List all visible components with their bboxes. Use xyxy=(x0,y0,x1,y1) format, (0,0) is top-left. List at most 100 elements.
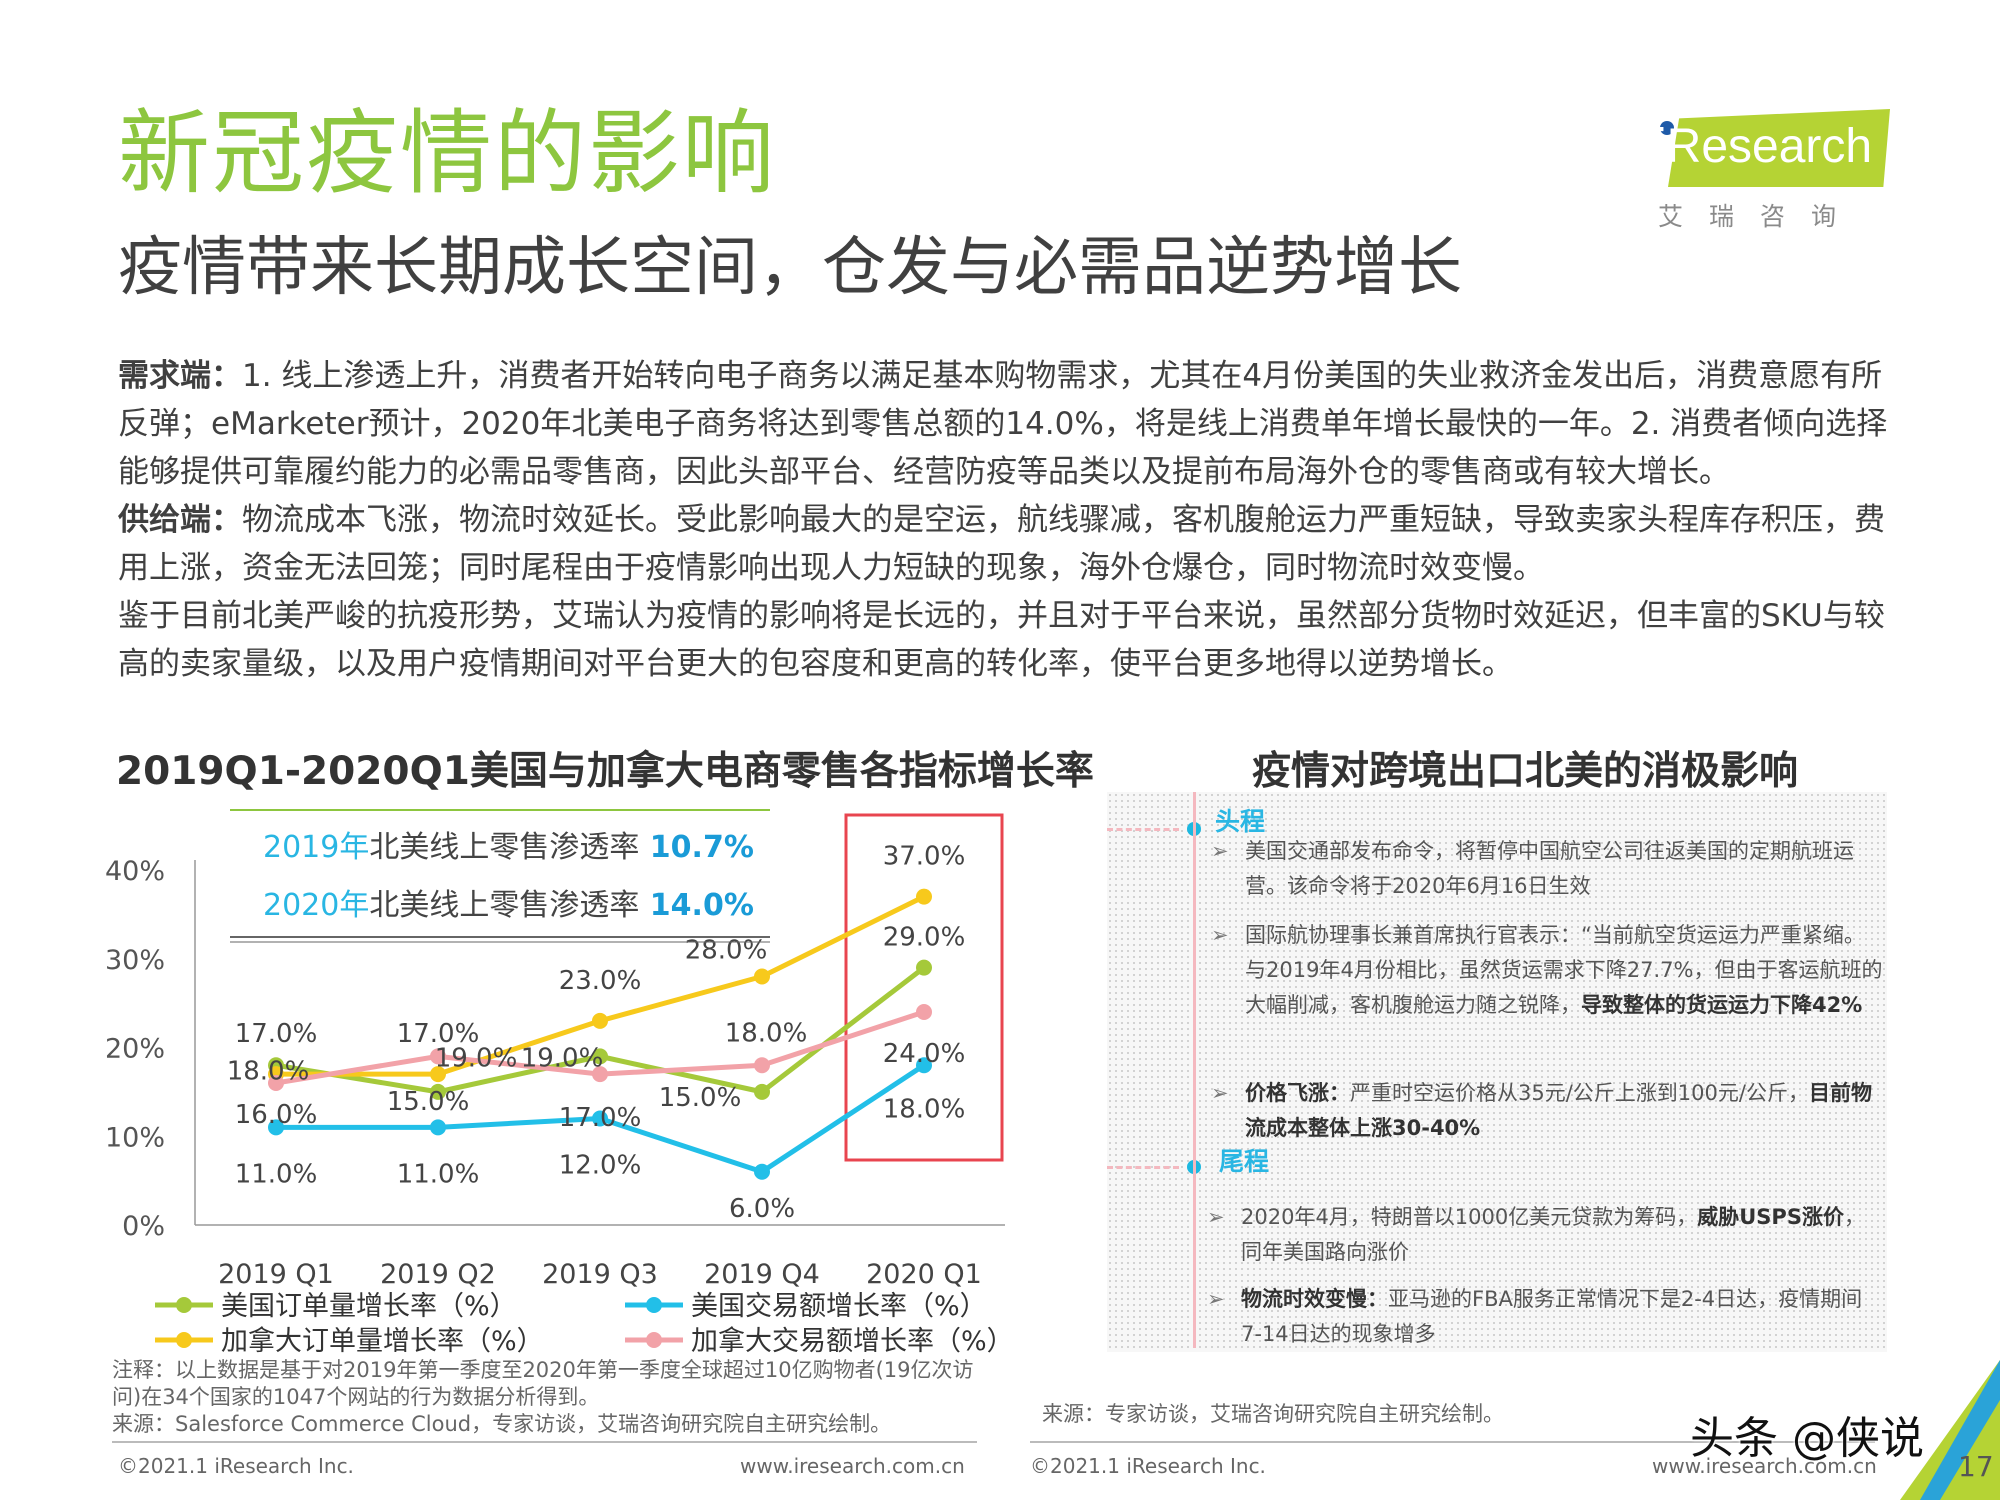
data-label: 29.0% xyxy=(883,923,966,953)
data-point xyxy=(430,1119,446,1136)
data-label: 18.0% xyxy=(227,1056,310,1086)
bullet-item: ➢ 国际航协理事长兼首席执行官表示：“当前航空货运运力严重紧缩。与2019年4月… xyxy=(1211,918,1885,1023)
data-point xyxy=(268,1075,284,1091)
page-title: 新冠疫情的影响 xyxy=(118,100,777,207)
legend-label: 加拿大交易额增长率（%） xyxy=(691,1326,1014,1355)
bullet-item: ➢ 2020年4月，特朗普以1000亿美元贷款为筹码，威胁USPS涨价，同年美国… xyxy=(1207,1200,1881,1270)
highlight-box xyxy=(844,813,1004,1162)
corner-green xyxy=(1900,1360,2000,1500)
bullet-text: ，同年美国路向涨价 xyxy=(1241,1205,1865,1264)
bullet-text: 国际航协理事长兼首席执行官表示：“当前航空货运运力严重紧缩。与2019年4月份相… xyxy=(1245,923,1883,1017)
legend-swatch-dot xyxy=(176,1297,192,1313)
data-point xyxy=(592,1066,608,1083)
right-panel-title: 疫情对跨境出口北美的消极影响 xyxy=(1252,749,1799,794)
data-label: 15.0% xyxy=(387,1087,470,1117)
legend-swatch-dot xyxy=(176,1332,192,1348)
demand-paragraph: 需求端：1. 线上渗透上升，消费者开始转向电子商务以满足基本购物需求，尤其在4月… xyxy=(118,352,1893,496)
watermark: 头条 @侠说 xyxy=(1690,1413,1924,1464)
logo-dot xyxy=(1660,121,1674,135)
page-number: 17 xyxy=(1958,1450,1994,1483)
footer-url-link[interactable]: www.iresearch.com.cn xyxy=(740,1454,965,1478)
line-chart: 0% 10% 20% 30% 40% 2019 Q1 2019 Q2 2019 Q3 2019 … xyxy=(105,809,1014,1355)
annotation-text: 2019年北美线上零售渗透率 10.7% xyxy=(263,830,754,865)
data-label: 17.0% xyxy=(397,1019,480,1049)
note-text: 注释：以上数据是基于对2019年第一季度至2020年第一季度全球超过10亿购物者… xyxy=(112,1358,974,1409)
corner-blue xyxy=(1920,1360,2000,1500)
legend-label: 美国订单量增长率（%） xyxy=(221,1291,517,1322)
bullet-emphasis: 导致整体的货运运力下降42% xyxy=(1581,993,1863,1017)
annotation-year: 2019年 xyxy=(263,830,369,865)
data-point xyxy=(916,888,932,905)
data-label: 24.0% xyxy=(883,1039,966,1069)
bullet-item: ➢ 美国交通部发布命令，将暂停中国航空公司往返美国的定期航班运营。该命令将于20… xyxy=(1211,834,1885,904)
demand-text: 1. 线上渗透上升，消费者开始转向电子商务以满足基本购物需求，尤其在4月份美国的… xyxy=(118,358,1888,490)
arrow-icon: ➢ xyxy=(1207,1205,1225,1229)
bullet-text: 2020年4月，特朗普以1000亿美元贷款为筹码， xyxy=(1241,1205,1698,1229)
demand-label: 需求端： xyxy=(118,358,242,394)
y-tick-label: 20% xyxy=(105,1034,165,1065)
impact-panel: 头程 ➢ 美国交通部发布命令，将暂停中国航空公司往返美国的定期航班运营。该命令将… xyxy=(1107,792,1887,1352)
bullet-text: 美国交通部发布命令，将暂停中国航空公司往返美国的定期航班运营。该命令将于2020… xyxy=(1245,839,1854,898)
data-label: 19.0% xyxy=(521,1043,604,1073)
data-label: 12.0% xyxy=(559,1151,642,1181)
data-point xyxy=(430,1066,446,1083)
data-point xyxy=(916,1004,932,1020)
right-source: 来源：专家访谈，艾瑞咨询研究院自主研究绘制。 xyxy=(1042,1402,1504,1426)
data-label: 18.0% xyxy=(725,1018,808,1048)
bullet-item: ➢ 价格飞涨：严重时空运价格从35元/公斤上涨到100元/公斤，目前物流成本整体… xyxy=(1211,1076,1885,1146)
data-label: 16.0% xyxy=(235,1100,318,1130)
y-tick-label: 40% xyxy=(105,856,165,887)
data-label: 6.0% xyxy=(729,1194,795,1224)
chart-note: 注释：以上数据是基于对2019年第一季度至2020年第一季度全球超过10亿购物者… xyxy=(112,1357,992,1438)
logo-text: iResearch xyxy=(1656,120,1873,173)
y-tick-label: 0% xyxy=(122,1211,165,1242)
section-dash xyxy=(1107,1166,1179,1169)
x-tick-label: 2019 Q1 xyxy=(218,1259,334,1290)
data-label: 23.0% xyxy=(559,966,642,996)
logo-band xyxy=(1668,109,1890,187)
x-tick-label: 2019 Q2 xyxy=(380,1259,496,1290)
data-point xyxy=(268,1119,284,1136)
timeline-line xyxy=(1193,792,1196,1348)
bullet-emphasis: 物流时效变慢： xyxy=(1241,1287,1388,1311)
logo-cn-text: 艾瑞咨询 xyxy=(1658,202,1863,231)
arrow-icon: ➢ xyxy=(1211,923,1229,947)
body-text: 需求端：1. 线上渗透上升，消费者开始转向电子商务以满足基本购物需求，尤其在4月… xyxy=(118,352,1893,688)
section-label-last-leg: 尾程 xyxy=(1219,1147,1270,1176)
legend-label: 美国交易额增长率（%） xyxy=(691,1291,987,1322)
data-point xyxy=(592,1012,608,1029)
page-subtitle: 疫情带来长期成长空间，仓发与必需品逆势增长 xyxy=(118,231,1462,305)
footer-copyright: ©2021.1 iResearch Inc. xyxy=(1030,1454,1266,1478)
x-tick-label: 2019 Q3 xyxy=(542,1259,658,1290)
footer-divider xyxy=(1030,1441,1875,1443)
section-dash xyxy=(1107,828,1179,831)
annotation-text: 2020年北美线上零售渗透率 14.0% xyxy=(263,888,754,923)
data-point xyxy=(592,1110,608,1127)
data-label: 37.0% xyxy=(883,842,966,872)
conclusion-paragraph: 鉴于目前北美严峻的抗疫形势，艾瑞认为疫情的影响将是长远的，并且对于平台来说，虽然… xyxy=(118,598,1885,682)
data-label: 17.0% xyxy=(559,1103,642,1133)
supply-text: 物流成本飞涨，物流时效延长。受此影响最大的是空运，航线骤减，客机腹舱运力严重短缺… xyxy=(118,502,1885,586)
chart-title: 2019Q1-2020Q1美国与加拿大电商零售各指标增长率 xyxy=(116,749,1094,794)
data-label: 18.0% xyxy=(883,1094,966,1124)
annotation-label: 北美线上零售渗透率 xyxy=(369,830,639,865)
footer-divider xyxy=(112,1441,977,1443)
data-label: 11.0% xyxy=(235,1159,318,1189)
data-point xyxy=(754,1083,770,1100)
bullet-text: 严重时空运价格从35元/公斤上涨到100元/公斤， xyxy=(1350,1081,1809,1105)
bullet-item: ➢ 物流时效变慢：亚马逊的FBA服务正常情况下是2-4日达，疫情期间7-14日达… xyxy=(1207,1282,1881,1352)
data-point xyxy=(754,1057,770,1074)
annotation-year: 2020年 xyxy=(263,888,369,923)
data-point xyxy=(592,1048,608,1065)
iresearch-logo: iResearch 艾瑞咨询 xyxy=(1650,105,1900,231)
bullet-emphasis: 目前物流成本整体上涨30-40% xyxy=(1245,1081,1872,1140)
bullet-text: 亚马逊的FBA服务正常情况下是2-4日达，疫情期间7-14日达的现象增多 xyxy=(1241,1287,1863,1346)
note-source: 来源：Salesforce Commerce Cloud，专家访谈，艾瑞咨询研究… xyxy=(112,1412,892,1436)
data-label: 15.0% xyxy=(659,1083,742,1113)
corner-decoration xyxy=(1900,1360,2000,1500)
arrow-icon: ➢ xyxy=(1207,1287,1225,1311)
footer-url-link[interactable]: www.iresearch.com.cn xyxy=(1652,1454,1877,1478)
supply-label: 供给端： xyxy=(118,502,242,538)
data-point xyxy=(916,1057,932,1074)
data-point xyxy=(754,1163,770,1180)
